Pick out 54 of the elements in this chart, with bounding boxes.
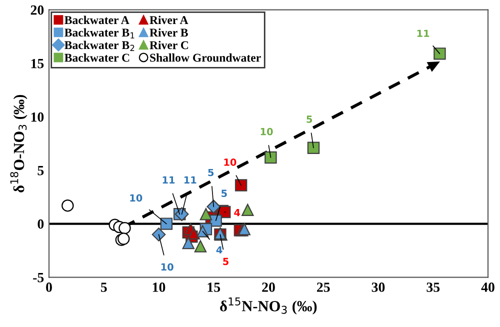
point	[264, 151, 277, 164]
x-tick-label: 10	[152, 282, 166, 292]
legend-label: Backwater B$_{2}$	[64, 40, 134, 51]
legend-label: River A	[150, 16, 188, 24]
point	[434, 48, 446, 60]
x-tick-label: 15	[208, 282, 220, 292]
annotation: 5	[222, 190, 227, 198]
point	[206, 200, 221, 214]
point	[160, 218, 173, 230]
x-tick-label: 20	[262, 282, 275, 292]
point	[234, 179, 248, 192]
x-axis-title: δ$^{15}$N-NO$_{3}$ (‰)	[220, 298, 317, 314]
point	[152, 228, 166, 242]
point	[174, 207, 189, 222]
legend-label: Backwater A	[64, 16, 130, 24]
annotation: 11	[417, 30, 430, 37]
annotation: 11	[162, 176, 175, 184]
point	[182, 236, 194, 250]
legend-label: River B	[150, 28, 188, 37]
y-tick-label: -5	[33, 273, 44, 282]
x-tick-label: 35	[426, 282, 440, 292]
annotation: 10	[130, 194, 142, 202]
annotation: 10	[260, 128, 273, 136]
annotation: 5	[208, 168, 214, 176]
legend-label: Backwater B$_{1}$	[64, 28, 134, 38]
annotation: 4	[216, 246, 222, 254]
y-tick-label: 5	[38, 166, 44, 176]
point	[118, 232, 130, 245]
annotation: 10	[161, 263, 174, 271]
point	[307, 142, 320, 154]
y-tick-label: 10	[31, 112, 44, 122]
point	[118, 222, 131, 234]
point	[242, 204, 254, 216]
annotation: 5	[306, 116, 312, 123]
annotation: 4	[234, 209, 240, 216]
point	[200, 208, 212, 220]
x-tick-label: 5	[100, 282, 107, 292]
legend-label: Shallow Groundwater	[150, 53, 261, 62]
point	[194, 240, 207, 252]
legend-label: Backwater C	[64, 53, 130, 62]
point	[62, 200, 74, 212]
x-tick-label: 0	[46, 282, 52, 292]
annotation: 5	[223, 258, 228, 266]
annotation: 10	[224, 158, 236, 166]
y-tick-label: 15	[31, 58, 44, 68]
y-tick-label: 20	[30, 5, 44, 15]
x-tick-label: 40	[481, 282, 494, 292]
x-tick-label: 25	[317, 282, 330, 292]
annotation: 11	[184, 176, 196, 184]
x-tick-label: 30	[372, 282, 385, 292]
y-axis-title: δ$^{18}$O-NO$_{3}$ (‰)	[10, 94, 28, 192]
y-tick-label: 0	[38, 219, 44, 229]
point	[188, 227, 200, 240]
legend-label: River C	[150, 40, 188, 50]
